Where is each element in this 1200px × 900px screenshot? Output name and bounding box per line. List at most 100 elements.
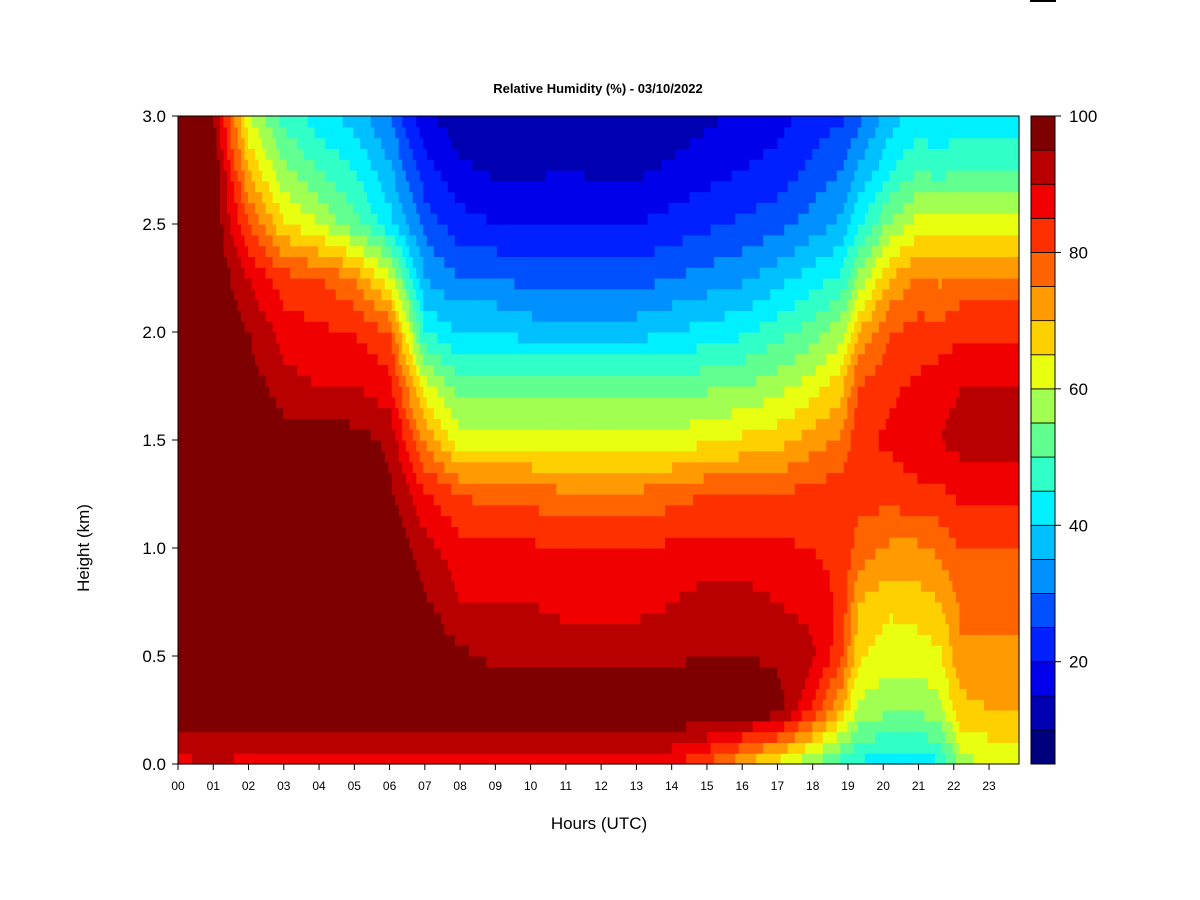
heatmap-cell bbox=[290, 407, 295, 419]
heatmap-cell bbox=[363, 720, 368, 733]
heatmap-cell bbox=[286, 688, 291, 700]
heatmap-cell bbox=[468, 710, 473, 722]
heatmap-cell bbox=[339, 375, 344, 387]
heatmap-cell bbox=[458, 731, 463, 743]
heatmap-cell bbox=[321, 234, 326, 247]
heatmap-cell bbox=[391, 213, 396, 225]
heatmap-cell bbox=[381, 375, 386, 387]
heatmap-cell bbox=[181, 742, 186, 754]
heatmap-cell bbox=[185, 396, 190, 409]
heatmap-cell bbox=[374, 710, 379, 722]
heatmap-cell bbox=[199, 569, 204, 581]
heatmap-cell bbox=[367, 526, 372, 538]
heatmap-cell bbox=[349, 342, 354, 355]
heatmap-cell bbox=[244, 580, 249, 592]
heatmap-cell bbox=[339, 753, 344, 765]
heatmap-cell bbox=[265, 321, 270, 333]
heatmap-cell bbox=[437, 202, 442, 214]
heatmap-cell bbox=[251, 472, 256, 484]
heatmap-cell bbox=[265, 299, 270, 311]
heatmap-cell bbox=[458, 407, 463, 419]
heatmap-cell bbox=[447, 472, 452, 484]
heatmap-cell bbox=[178, 321, 183, 333]
heatmap-cell bbox=[451, 537, 456, 549]
heatmap-cell bbox=[314, 699, 319, 711]
heatmap-cell bbox=[447, 126, 452, 139]
heatmap-cell bbox=[391, 699, 396, 711]
heatmap-cell bbox=[381, 472, 386, 484]
heatmap-cell bbox=[342, 191, 347, 203]
heatmap-cell bbox=[454, 288, 459, 301]
heatmap-cell bbox=[223, 450, 228, 463]
heatmap-cell bbox=[430, 569, 435, 581]
heatmap-cell bbox=[307, 148, 312, 160]
heatmap-cell bbox=[202, 429, 207, 441]
heatmap-cell bbox=[339, 645, 344, 657]
heatmap-cell bbox=[206, 710, 211, 722]
heatmap-cell bbox=[286, 267, 291, 279]
heatmap-cell bbox=[405, 191, 410, 203]
heatmap-cell bbox=[349, 591, 354, 603]
heatmap-cell bbox=[241, 569, 246, 581]
heatmap-cell bbox=[405, 742, 410, 754]
heatmap-cell bbox=[290, 515, 295, 527]
heatmap-cell bbox=[335, 526, 340, 538]
heatmap-cell bbox=[437, 472, 442, 484]
heatmap-cell bbox=[342, 731, 347, 743]
heatmap-cell bbox=[356, 245, 361, 257]
heatmap-cell bbox=[230, 634, 235, 646]
heatmap-cell bbox=[185, 342, 190, 355]
heatmap-cell bbox=[451, 321, 456, 333]
heatmap-cell bbox=[283, 742, 288, 754]
heatmap-cell bbox=[454, 159, 459, 171]
heatmap-cell bbox=[374, 666, 379, 679]
heatmap-cell bbox=[419, 537, 424, 549]
heatmap-cell bbox=[465, 537, 470, 549]
heatmap-cell bbox=[416, 429, 421, 441]
heatmap-cell bbox=[192, 342, 197, 355]
heatmap-cell bbox=[241, 731, 246, 743]
heatmap-cell bbox=[234, 440, 239, 452]
heatmap-cell bbox=[342, 159, 347, 171]
heatmap-cell bbox=[181, 159, 186, 171]
heatmap-cell bbox=[300, 602, 305, 614]
heatmap-cell bbox=[458, 310, 463, 322]
heatmap-cell bbox=[318, 656, 323, 668]
heatmap-cell bbox=[374, 170, 379, 182]
heatmap-cell bbox=[220, 310, 225, 322]
heatmap-cell bbox=[206, 342, 211, 355]
heatmap-cell bbox=[276, 504, 281, 517]
heatmap-cell bbox=[398, 602, 403, 614]
heatmap-cell bbox=[276, 396, 281, 409]
heatmap-cell bbox=[248, 461, 253, 473]
heatmap-cell bbox=[419, 267, 424, 279]
heatmap-cell bbox=[353, 699, 358, 711]
heatmap-cell bbox=[363, 656, 368, 668]
heatmap-cell bbox=[465, 623, 470, 635]
heatmap-cell bbox=[437, 310, 442, 322]
heatmap-cell bbox=[419, 688, 424, 700]
heatmap-cell bbox=[328, 278, 333, 290]
heatmap-cell bbox=[426, 429, 431, 441]
heatmap-cell bbox=[433, 332, 438, 344]
heatmap-cell bbox=[300, 677, 305, 689]
heatmap-cell bbox=[311, 213, 316, 225]
heatmap-cell bbox=[398, 440, 403, 452]
heatmap-cell bbox=[188, 450, 193, 463]
heatmap-cell bbox=[451, 299, 456, 311]
heatmap-cell bbox=[391, 440, 396, 452]
heatmap-cell bbox=[409, 634, 414, 646]
heatmap-cell bbox=[178, 137, 183, 149]
heatmap-cell bbox=[367, 407, 372, 419]
heatmap-cell bbox=[342, 461, 347, 473]
heatmap-cell bbox=[458, 332, 463, 344]
heatmap-cell bbox=[325, 407, 330, 419]
heatmap-cell bbox=[251, 310, 256, 322]
heatmap-cell bbox=[220, 720, 225, 733]
heatmap-cell bbox=[290, 353, 295, 365]
heatmap-cell bbox=[321, 321, 326, 333]
heatmap-cell bbox=[237, 634, 242, 646]
heatmap-cell bbox=[283, 256, 288, 268]
heatmap-cell bbox=[223, 267, 228, 279]
heatmap-cell bbox=[412, 461, 417, 473]
